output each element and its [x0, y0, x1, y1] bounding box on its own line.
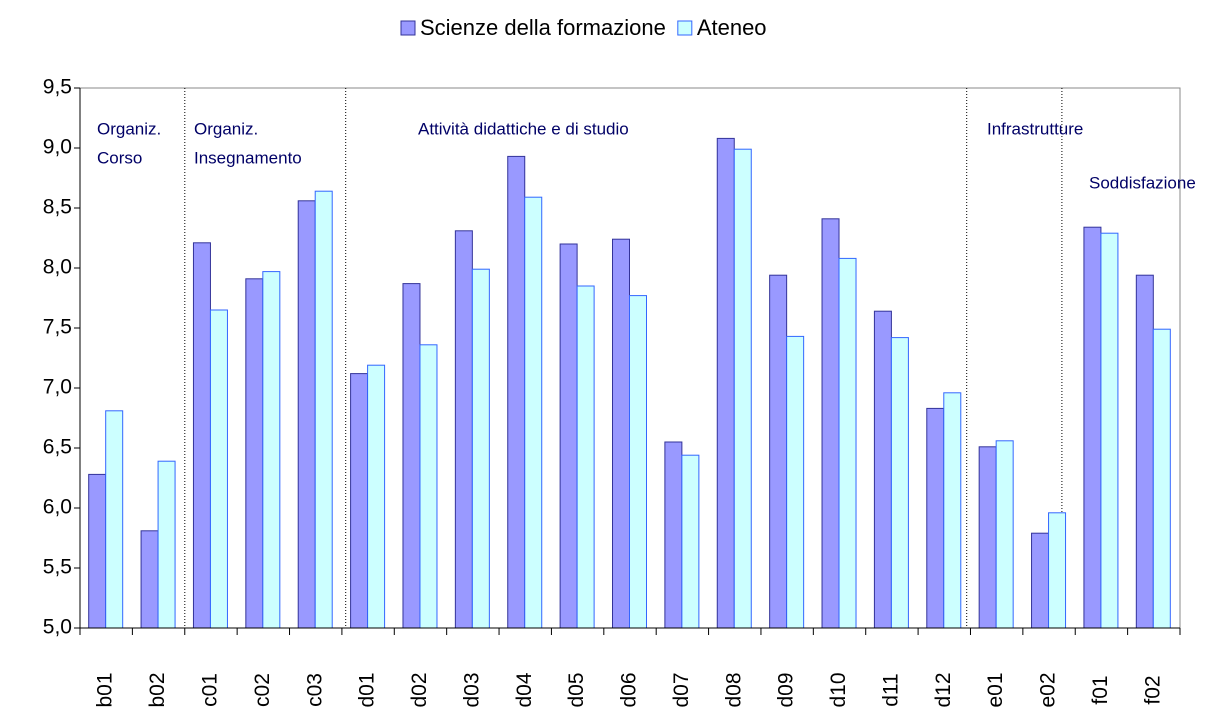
y-tick-label: 8,0 [43, 256, 72, 279]
y-tick-label: 6,5 [43, 436, 72, 459]
y-tick-label: 9,5 [43, 76, 72, 99]
bar [612, 238, 630, 629]
bar [1152, 328, 1171, 629]
bar [507, 155, 526, 629]
annotation: Corso [97, 148, 142, 167]
annotation: Infrastrutture [987, 119, 1083, 138]
bar [978, 446, 997, 629]
legend-swatch [400, 20, 416, 36]
y-tick-label: 7,0 [43, 376, 72, 399]
bar [314, 190, 333, 629]
x-tick-label: b02 [146, 672, 169, 707]
bar [209, 309, 228, 629]
bar [402, 283, 421, 629]
annotation: Organiz. [97, 119, 161, 138]
y-tick-label: 8,5 [43, 196, 72, 219]
bar [681, 454, 700, 629]
bar [733, 148, 752, 629]
x-tick-label: d10 [827, 672, 850, 707]
x-tick-label: d09 [775, 672, 798, 707]
y-tick-label: 5,5 [43, 556, 72, 579]
x-tick-label: d05 [565, 672, 588, 707]
x-tick-label: e02 [1037, 672, 1060, 707]
bar [664, 441, 683, 629]
legend-label: Ateneo [697, 15, 767, 40]
bar [576, 285, 595, 629]
x-tick-label: d12 [932, 672, 955, 707]
legend-label: Scienze della formazione [420, 15, 666, 40]
bar [559, 243, 578, 629]
bar [454, 230, 473, 629]
bar [1135, 274, 1154, 629]
x-tick-label: d07 [670, 672, 693, 707]
bar [769, 274, 788, 629]
x-tick-label: d03 [460, 672, 483, 707]
y-tick-label: 9,0 [43, 136, 72, 159]
bar [716, 137, 735, 629]
bar [629, 295, 647, 629]
y-tick-label: 6,0 [43, 496, 72, 519]
bar [105, 410, 124, 629]
x-tick-label: c01 [198, 673, 221, 707]
bar [890, 337, 909, 629]
x-tick-label: b01 [94, 672, 117, 707]
bar [245, 278, 264, 629]
x-tick-label: d01 [356, 672, 379, 707]
x-tick-label: d06 [618, 672, 641, 707]
annotation: Attività didattiche e di studio [418, 119, 629, 138]
x-tick-label: f02 [1141, 675, 1164, 704]
bar [786, 335, 805, 629]
x-tick-label: c03 [303, 673, 326, 707]
bar [821, 218, 840, 629]
y-tick-label: 5,0 [43, 616, 72, 639]
x-tick-label: d04 [513, 672, 536, 707]
bar [192, 242, 211, 629]
bar [838, 257, 857, 629]
bar [873, 310, 892, 629]
bar [157, 460, 176, 629]
bar [943, 392, 962, 629]
y-tick-label: 7,5 [43, 316, 72, 339]
bar [926, 407, 945, 629]
x-tick-label: d11 [879, 673, 902, 706]
x-tick-label: d08 [722, 672, 745, 707]
bar [350, 373, 369, 629]
legend-swatch [677, 20, 693, 36]
bar [297, 200, 316, 629]
bar [88, 473, 107, 629]
bar [524, 196, 543, 629]
bar [1100, 232, 1119, 629]
bar [1048, 512, 1067, 629]
bar [1031, 532, 1050, 629]
x-tick-label: f01 [1089, 675, 1112, 704]
x-tick-label: d02 [408, 672, 431, 707]
annotation: Organiz. [194, 119, 258, 138]
annotation: Soddisfazione [1089, 173, 1196, 192]
bar [1083, 226, 1102, 629]
bar [262, 271, 281, 629]
bar [140, 530, 159, 629]
x-tick-label: c02 [251, 673, 274, 707]
bar [419, 344, 438, 629]
bar [367, 364, 386, 629]
x-tick-label: e01 [984, 672, 1007, 707]
bar [995, 440, 1014, 629]
bar [471, 268, 490, 629]
annotation: Insegnamento [194, 148, 302, 167]
